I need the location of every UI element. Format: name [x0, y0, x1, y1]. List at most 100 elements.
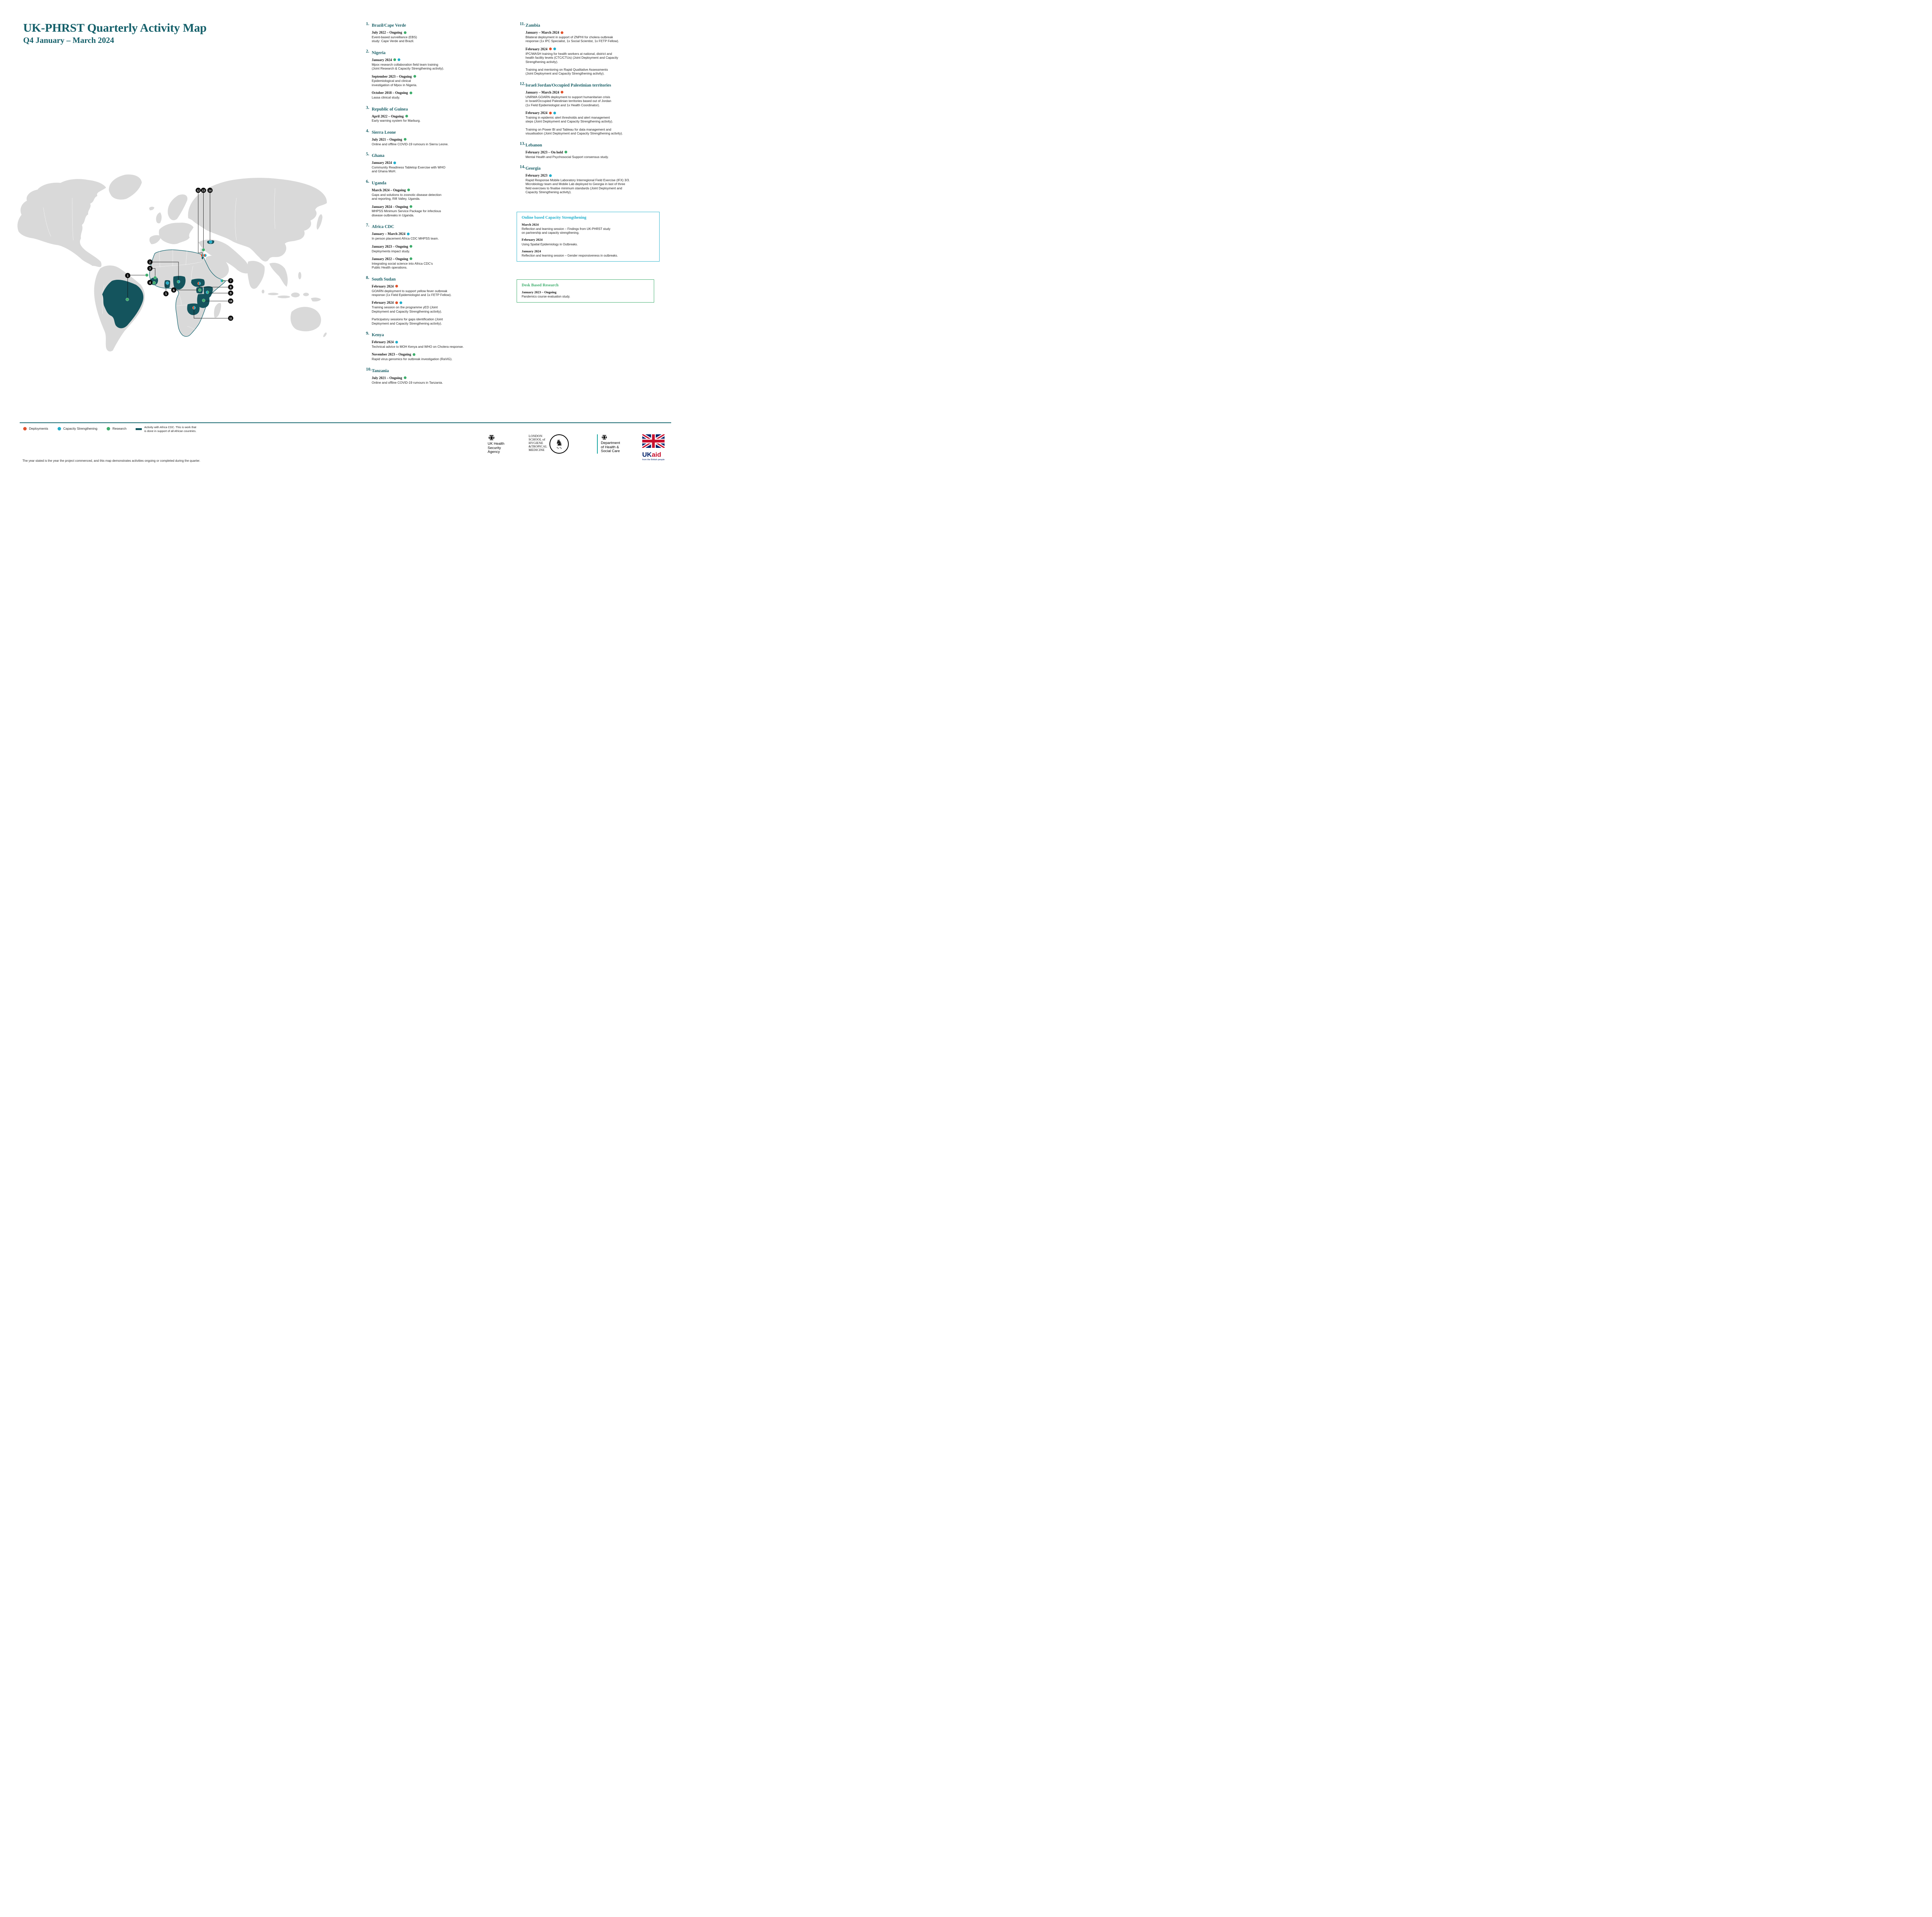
legend-dot-icon — [106, 427, 110, 430]
activity-date: January – March 2024 — [372, 232, 497, 236]
activity-number: 5. — [366, 152, 369, 157]
scandinavia — [168, 194, 188, 220]
activity-date-text: January 2024 — [372, 58, 392, 62]
activity-country-heading: Zambia — [526, 22, 663, 29]
footer-divider — [20, 422, 671, 423]
legend-africa-cdc-note: Activity with Africa CDC. This is work t… — [144, 425, 197, 433]
activity-description: Participatory sessions for gaps identifi… — [372, 317, 443, 325]
activity-country: South Sudan — [372, 277, 396, 282]
map-connector-line — [194, 308, 231, 318]
activity-date: February 2024 — [372, 340, 497, 344]
page-subtitle: Q4 January – March 2024 — [23, 35, 114, 45]
japan — [316, 214, 323, 230]
box-entry: January 2024 Reflection and learning sess… — [522, 249, 655, 258]
map-dot-left-half-icon — [206, 291, 207, 294]
map-connector-line — [150, 262, 179, 281]
java — [277, 295, 290, 298]
activity-date-text: January – March 2024 — [526, 90, 560, 94]
activity-country: Ghana — [372, 153, 384, 158]
map-dot-right-half-icon — [202, 254, 204, 257]
logo-ukhsa-text: UK Health Security Agency — [488, 442, 505, 454]
activity-type-dot-icon — [410, 257, 413, 260]
activity-item: 13. Lebanon February 2023 – On hold Mental … — [520, 141, 663, 159]
map-dot-ring-icon — [203, 253, 207, 257]
poster: UK-PHRST Quarterly Activity Map Q4 Janua… — [0, 0, 678, 479]
map-number-badge-label: 13 — [202, 189, 205, 192]
map-number-badge-label: 1 — [127, 274, 128, 277]
activity-item: 10. Tanzania July 2021 – Ongoing Online and… — [366, 367, 497, 384]
activity-date-text: January 2024 – Ongoing — [372, 204, 408, 209]
activity-number: 14. — [520, 165, 526, 170]
activity-entry: Participatory sessions for gaps identifi… — [372, 317, 497, 325]
map-dot-right-half-icon — [179, 280, 180, 283]
activity-country: Sierra Leone — [372, 130, 396, 135]
map-dot-right-half-icon — [199, 282, 201, 285]
page-title: UK-PHRST Quarterly Activity Map — [23, 21, 207, 34]
activity-date: January 2023 – Ongoing — [372, 245, 497, 248]
map-number-badge-label: 7 — [230, 279, 232, 283]
greenland — [109, 174, 142, 200]
activity-date-text: September 2023 – Ongoing — [372, 74, 412, 78]
activity-date: February 2024 — [526, 47, 663, 51]
box-entry-description: Reflection and learning session – Gender… — [522, 253, 618, 257]
australia — [290, 307, 321, 332]
activity-type-dot-icon — [403, 138, 406, 141]
activity-number: 4. — [366, 128, 369, 133]
map-connector-line — [198, 191, 203, 255]
logo-dhsc-text: Department of Health & Social Care — [601, 441, 620, 454]
activity-type-dot-icon — [393, 161, 396, 164]
map-dot-icon — [145, 273, 149, 277]
map-number-badge-label: 6 — [173, 288, 175, 292]
box-entry-description: Pandemics course evaluation study. — [522, 295, 570, 299]
activity-country: Lebanon — [526, 143, 542, 148]
activity-item: 11. Zambia January – March 2024 Bilateral d… — [520, 22, 663, 76]
activity-item: 4. Sierra Leone July 2021 – Ongoing Online … — [366, 129, 497, 146]
legend-item: Research — [106, 427, 126, 430]
activity-description: Training on Power BI and Tableau for dat… — [526, 127, 623, 136]
map-number-badge — [163, 291, 169, 296]
legend-label: Capacity Strengthening — [63, 427, 97, 430]
activity-type-dot-icon — [398, 58, 401, 61]
activity-description: Lassa clinical study. — [372, 95, 400, 100]
activity-item: 2. Nigeria January 2024 Mpox research colla… — [366, 49, 497, 100]
map-number-badge — [228, 284, 233, 290]
activity-description: Early warning system for Marburg. — [372, 119, 421, 123]
map-dot-ring-icon — [220, 279, 224, 282]
map-dot-left-half-icon — [177, 280, 179, 283]
activity-entry: January – March 2024 In person placement … — [372, 232, 497, 240]
iceland — [149, 207, 155, 211]
activity-description: MHPSS Minimum Service Package for infect… — [372, 209, 441, 217]
activity-type-dot-icon — [403, 31, 406, 34]
sri-lanka — [262, 289, 265, 294]
activity-type-dot-icon — [405, 115, 408, 118]
activity-type-dot-icon — [395, 340, 398, 344]
activity-country-heading: Sierra Leone — [372, 129, 497, 136]
activity-date: January 2024 – Ongoing — [372, 205, 497, 209]
activity-item: 3. Republic of Guinea April 2022 – Ongoing… — [366, 105, 497, 123]
activity-type-dot-icon — [395, 285, 398, 288]
activity-date: September 2023 – Ongoing — [372, 75, 497, 78]
activity-entry: February 2024 Training in epidemic alert … — [526, 111, 663, 124]
activity-date: February 2023 – On hold — [526, 150, 663, 154]
map-dot-left-half-icon — [192, 306, 194, 310]
online-box-title: Online based Capacity Strengthening — [522, 216, 587, 220]
activity-country-heading: Ghana — [372, 152, 497, 159]
activity-date-text: February 2023 – On hold — [526, 150, 563, 154]
activity-date: January 2024 — [372, 161, 497, 165]
activity-description: Community Readiness Tabletop Exercise wi… — [372, 165, 446, 173]
activity-entry: October 2018 – Ongoing Lassa clinical stu… — [372, 91, 497, 99]
activity-country-heading: Brazil/Cape Verde — [372, 22, 497, 29]
activity-type-dot-icon — [407, 232, 410, 235]
activity-date: January 2022 – Ongoing — [372, 257, 497, 261]
activity-description: Bilateral deployment in support of ZNPHI… — [526, 35, 619, 43]
box-entry: February 2024 Using Spatial Epidemiology … — [522, 238, 655, 246]
iberia — [149, 235, 161, 244]
desk-box-title: Desk Based Research — [522, 283, 559, 287]
activity-country: Nigeria — [372, 50, 386, 55]
activity-date-text: November 2023 – Ongoing — [372, 352, 412, 357]
map-number-badge — [147, 265, 153, 271]
activity-description: Rapid Response Mobile Laboratory Interre… — [526, 178, 630, 194]
royal-crest-icon — [602, 434, 607, 440]
